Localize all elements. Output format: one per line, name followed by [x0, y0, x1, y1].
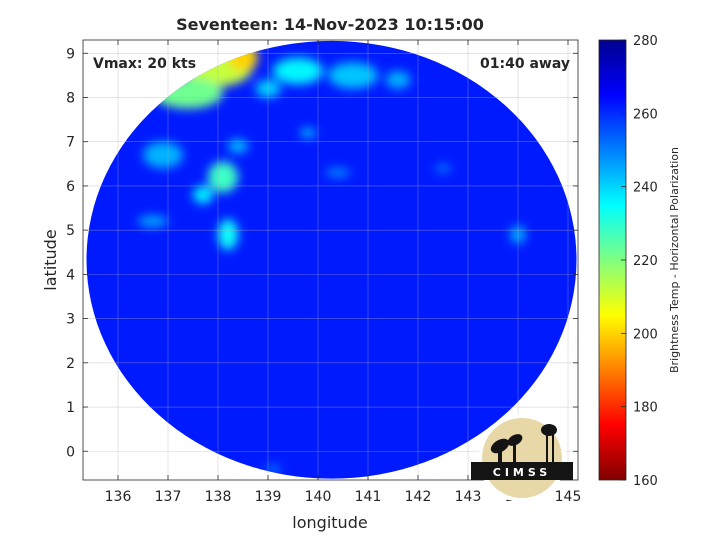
colorbar-tick-label: 260 [633, 107, 658, 122]
y-tick-label: 3 [66, 312, 75, 328]
convection-feature [325, 168, 351, 178]
colorbar: 160 180 200 220 240 260 280 Brightness Temp - … [598, 34, 681, 489]
convection-feature [228, 139, 248, 153]
convection-feature [208, 161, 238, 193]
x-tick-label: 139 [255, 489, 282, 505]
colorbar-tick-label: 180 [633, 401, 658, 416]
colorbar-tick-label: 220 [633, 254, 658, 269]
convection-feature [385, 70, 411, 89]
x-tick-label: 142 [405, 489, 432, 505]
convection-feature [435, 163, 451, 173]
y-tick-label: 1 [66, 400, 75, 416]
colorbar-tick-label: 160 [633, 474, 658, 489]
x-tick-label: 141 [355, 489, 382, 505]
y-axis-label: latitude [41, 229, 60, 290]
time-away-annotation: 01:40 away [480, 56, 570, 72]
x-tick-label: 137 [155, 489, 182, 505]
x-tick-label: 143 [455, 489, 482, 505]
convection-feature [328, 62, 378, 89]
convection-feature [265, 466, 281, 472]
x-axis-label: longitude [292, 513, 367, 532]
convection-feature [138, 216, 168, 227]
colorbar-tick-label: 280 [633, 34, 658, 49]
x-tick-label: 136 [105, 489, 132, 505]
colorbar-label: Brightness Temp - Horizontal Polarizatio… [668, 147, 681, 373]
logo-band [471, 462, 573, 480]
axes-box [82, 39, 579, 481]
y-tick-label: 8 [66, 90, 75, 106]
convection-feature [273, 57, 323, 85]
convection-feature [143, 141, 183, 169]
y-tick-label: 7 [66, 135, 75, 151]
convection-feature [193, 185, 213, 204]
chart-title: Seventeen: 14-Nov-2023 10:15:00 [176, 15, 484, 34]
vmax-annotation: Vmax: 20 kts [93, 56, 196, 72]
x-tick-label: 145 [555, 489, 582, 505]
cimss-logo: CIMSS [471, 414, 573, 502]
x-tick-label: 138 [205, 489, 232, 505]
x-axis-ticks: 136137138139140141142143144145 [105, 40, 582, 505]
logo-dishes [490, 424, 557, 462]
y-axis-ticks: 0 1 2 3 4 5 6 7 8 9 [66, 46, 578, 460]
gridlines [83, 40, 578, 480]
swath-background [86, 40, 577, 479]
colorbar-ticks: 160 180 200 220 240 260 280 [621, 34, 658, 489]
y-tick-label: 2 [66, 356, 75, 372]
logo-text: CIMSS [493, 466, 551, 479]
convection-feature [218, 219, 238, 251]
y-tick-label: 9 [66, 46, 75, 62]
y-tick-label: 6 [66, 179, 75, 195]
convection-feature [300, 128, 316, 138]
colorbar-tick-label: 240 [633, 181, 658, 196]
x-tick-label: 140 [305, 489, 332, 505]
y-tick-label: 0 [66, 444, 75, 460]
data-layer [86, 40, 577, 479]
y-tick-label: 5 [66, 223, 75, 239]
y-tick-label: 4 [66, 267, 75, 283]
colorbar-tick-label: 200 [633, 327, 658, 342]
